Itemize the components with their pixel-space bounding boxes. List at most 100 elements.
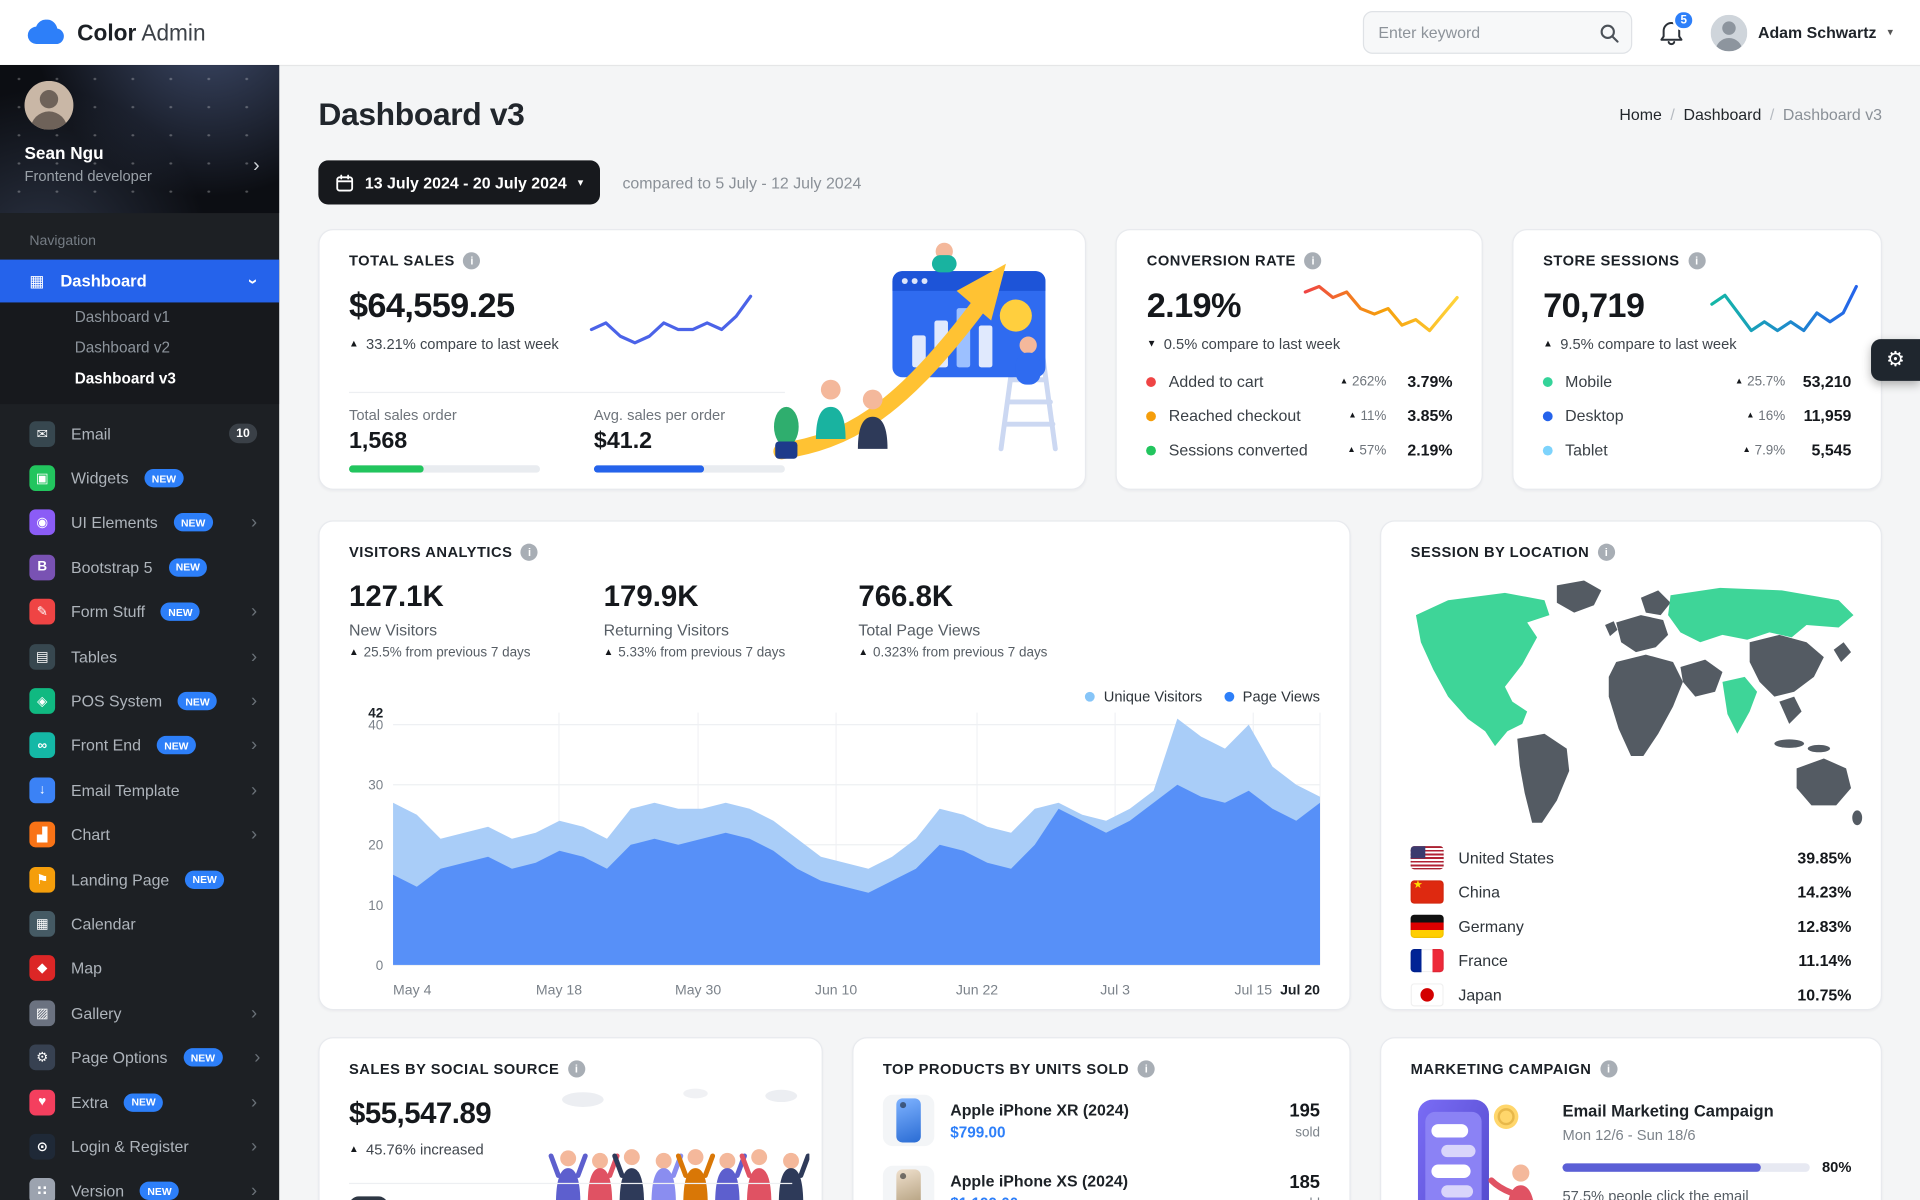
trend-up-icon: ▲: [1734, 377, 1744, 386]
sidebar-item-form-stuff[interactable]: ✎ Form Stuff NEW ›: [0, 590, 279, 635]
info-icon[interactable]: i: [1688, 252, 1706, 270]
chevron-right-icon: ›: [251, 1180, 258, 1200]
progress-bar: [593, 465, 785, 473]
world-map: [1398, 573, 1866, 835]
social-source-row[interactable]: Apple Store $34,840.17: [348, 1182, 793, 1200]
new-badge: NEW: [185, 870, 225, 889]
gear-icon: ⚙: [1886, 347, 1905, 372]
product-image: [882, 1165, 935, 1200]
chevron-down-icon: ▾: [1887, 25, 1894, 38]
sidebar-item-widgets[interactable]: ▣ Widgets NEW: [0, 456, 279, 501]
gallery-icon: ▨: [29, 1000, 56, 1026]
chevron-right-icon: ›: [251, 512, 258, 534]
sidebar-item-ui-elements[interactable]: ◉ UI Elements NEW ›: [0, 501, 279, 546]
chevron-right-icon: ›: [251, 646, 258, 667]
sessions-rows: Mobile ▲ 25.7% 53,210 Desktop ▲ 16% 11,959 Table…: [1514, 372, 1881, 459]
keyword-search[interactable]: [1362, 11, 1632, 54]
theme-settings-button[interactable]: ⚙: [1871, 339, 1920, 381]
chevron-right-icon: ›: [251, 1002, 258, 1024]
sidebar-item-bootstrap-5[interactable]: B Bootstrap 5 NEW: [0, 545, 279, 590]
chevron-down-icon: ▾: [577, 175, 584, 188]
chevron-right-icon: ›: [251, 601, 258, 623]
breakdown-row: Tablet ▲ 7.9% 5,545: [1543, 441, 1851, 459]
card-title: TOP PRODUCTS BY UNITS SOLD: [882, 1060, 1130, 1078]
sidebar-item-page-options[interactable]: ⚙ Page Options NEW ›: [0, 1035, 279, 1080]
status-dot: [1146, 445, 1157, 455]
sidebar-item-label: Version: [71, 1182, 125, 1200]
search-icon[interactable]: [1599, 23, 1619, 43]
total-sales-stats: Total sales order 1,568 Avg. sales per ord…: [348, 391, 785, 473]
sidebar-item-tables[interactable]: ▤ Tables ›: [0, 634, 279, 679]
product-row[interactable]: Apple iPhone XS (2024)$1,199.00185sold: [882, 1165, 1320, 1200]
notification-badge: 5: [1673, 9, 1695, 30]
sidebar-item-email[interactable]: ✉ Email 10: [0, 411, 279, 456]
visitor-stat: 766.8K Total Page Views ▲ 0.323% from previ…: [858, 580, 1113, 660]
svg-text:0: 0: [376, 958, 383, 973]
sidebar-item-email-template[interactable]: ↓ Email Template ›: [0, 768, 279, 813]
trend-down-icon: ▼: [1146, 337, 1157, 349]
profile-role: Frontend developer: [24, 167, 152, 185]
app-logo[interactable]: Color Admin: [27, 19, 206, 46]
sidebar-item-dashboard-v1[interactable]: Dashboard v1: [74, 308, 170, 326]
user-menu[interactable]: Adam Schwartz ▾: [1710, 14, 1893, 51]
sidebar-item-dashboard-v3[interactable]: Dashboard v3: [74, 369, 176, 387]
info-icon[interactable]: i: [1137, 1060, 1155, 1078]
info-icon[interactable]: i: [1599, 1060, 1618, 1078]
sidebar-item-chart[interactable]: ▟ Chart ›: [0, 812, 279, 857]
sidebar-item-dashboard[interactable]: ▦ Dashboard ›: [0, 259, 280, 303]
breadcrumb-home[interactable]: Home: [1619, 105, 1662, 124]
legend-page-views: Page Views: [1224, 688, 1320, 705]
info-icon[interactable]: i: [520, 543, 539, 561]
chevron-right-icon: ›: [254, 1047, 261, 1068]
search-input[interactable]: [1378, 23, 1589, 42]
cloud-logo-icon: [27, 19, 66, 46]
sidebar-item-version[interactable]: ∷ Version NEW ›: [0, 1169, 279, 1200]
info-icon[interactable]: i: [463, 252, 481, 270]
login-register-icon: ⊙: [29, 1133, 56, 1160]
sidebar-item-landing-page[interactable]: ⚑ Landing Page NEW: [0, 857, 279, 902]
sidebar-item-calendar[interactable]: ▦ Calendar: [0, 902, 279, 947]
compare-note: compared to 5 July - 12 July 2024: [622, 173, 862, 192]
sidebar: Sean Ngu Frontend developer › Navigation…: [0, 64, 280, 1200]
legend-dot: [1085, 691, 1096, 702]
info-icon[interactable]: i: [1304, 252, 1322, 270]
sidebar-item-map[interactable]: ◆ Map: [0, 946, 279, 991]
social-sales-value: $55,547.89: [348, 1097, 492, 1131]
change-percent: ▲ 0.323% from previous 7 days: [858, 645, 1048, 660]
product-row[interactable]: Apple iPhone XR (2024) $799.00 195 sold: [882, 1094, 1320, 1147]
country-row: Germany 12.83%: [1410, 909, 1851, 944]
total-sales-sparkline: [587, 291, 756, 351]
legend-dot: [1224, 691, 1235, 702]
sessions-sparkline: [1707, 282, 1861, 340]
product-price-link[interactable]: $799.00: [950, 1123, 1006, 1141]
sidebar-item-extra[interactable]: ♥ Extra NEW ›: [0, 1080, 279, 1125]
svg-text:40: 40: [368, 718, 383, 733]
country-row: Japan 10.75%: [1410, 978, 1851, 1009]
new-badge: NEW: [168, 558, 208, 577]
chevron-right-icon: ›: [251, 1091, 258, 1113]
sidebar-profile[interactable]: Sean Ngu Frontend developer ›: [0, 65, 279, 213]
us-flag-icon: [1410, 845, 1444, 869]
notifications-button[interactable]: 5: [1659, 9, 1695, 46]
new-badge: NEW: [173, 513, 213, 533]
sidebar-item-login-register[interactable]: ⊙ Login & Register ›: [0, 1124, 279, 1169]
product-price-link[interactable]: $1,199.00: [950, 1194, 1128, 1200]
profile-expand-chevron-icon[interactable]: ›: [253, 155, 260, 177]
breadcrumb-dashboard[interactable]: Dashboard: [1683, 105, 1762, 124]
new-badge: NEW: [160, 602, 200, 622]
sidebar-item-dashboard-v2[interactable]: Dashboard v2: [74, 339, 170, 357]
date-range-picker[interactable]: 13 July 2024 - 20 July 2024 ▾: [318, 160, 601, 205]
store-sessions-trend: 9.5% compare to last week: [1560, 335, 1737, 353]
sidebar-item-front-end[interactable]: ∞ Front End NEW ›: [0, 723, 279, 768]
conversion-rate-value: 2.19%: [1146, 286, 1242, 325]
sidebar-item-gallery[interactable]: ▨ Gallery ›: [0, 991, 279, 1036]
svg-text:20: 20: [368, 838, 383, 853]
info-icon[interactable]: i: [567, 1060, 585, 1078]
change-percent: ▲ 5.33% from previous 7 days: [603, 645, 786, 660]
sidebar-item-pos-system[interactable]: ◈ POS System NEW ›: [0, 679, 279, 724]
sidebar-item-label: Login & Register: [71, 1137, 189, 1156]
calendar-icon: ▦: [29, 911, 56, 937]
svg-text:Jun 22: Jun 22: [956, 981, 998, 997]
info-icon[interactable]: i: [1597, 543, 1615, 561]
sales-stat: Total sales order 1,568: [348, 407, 540, 473]
